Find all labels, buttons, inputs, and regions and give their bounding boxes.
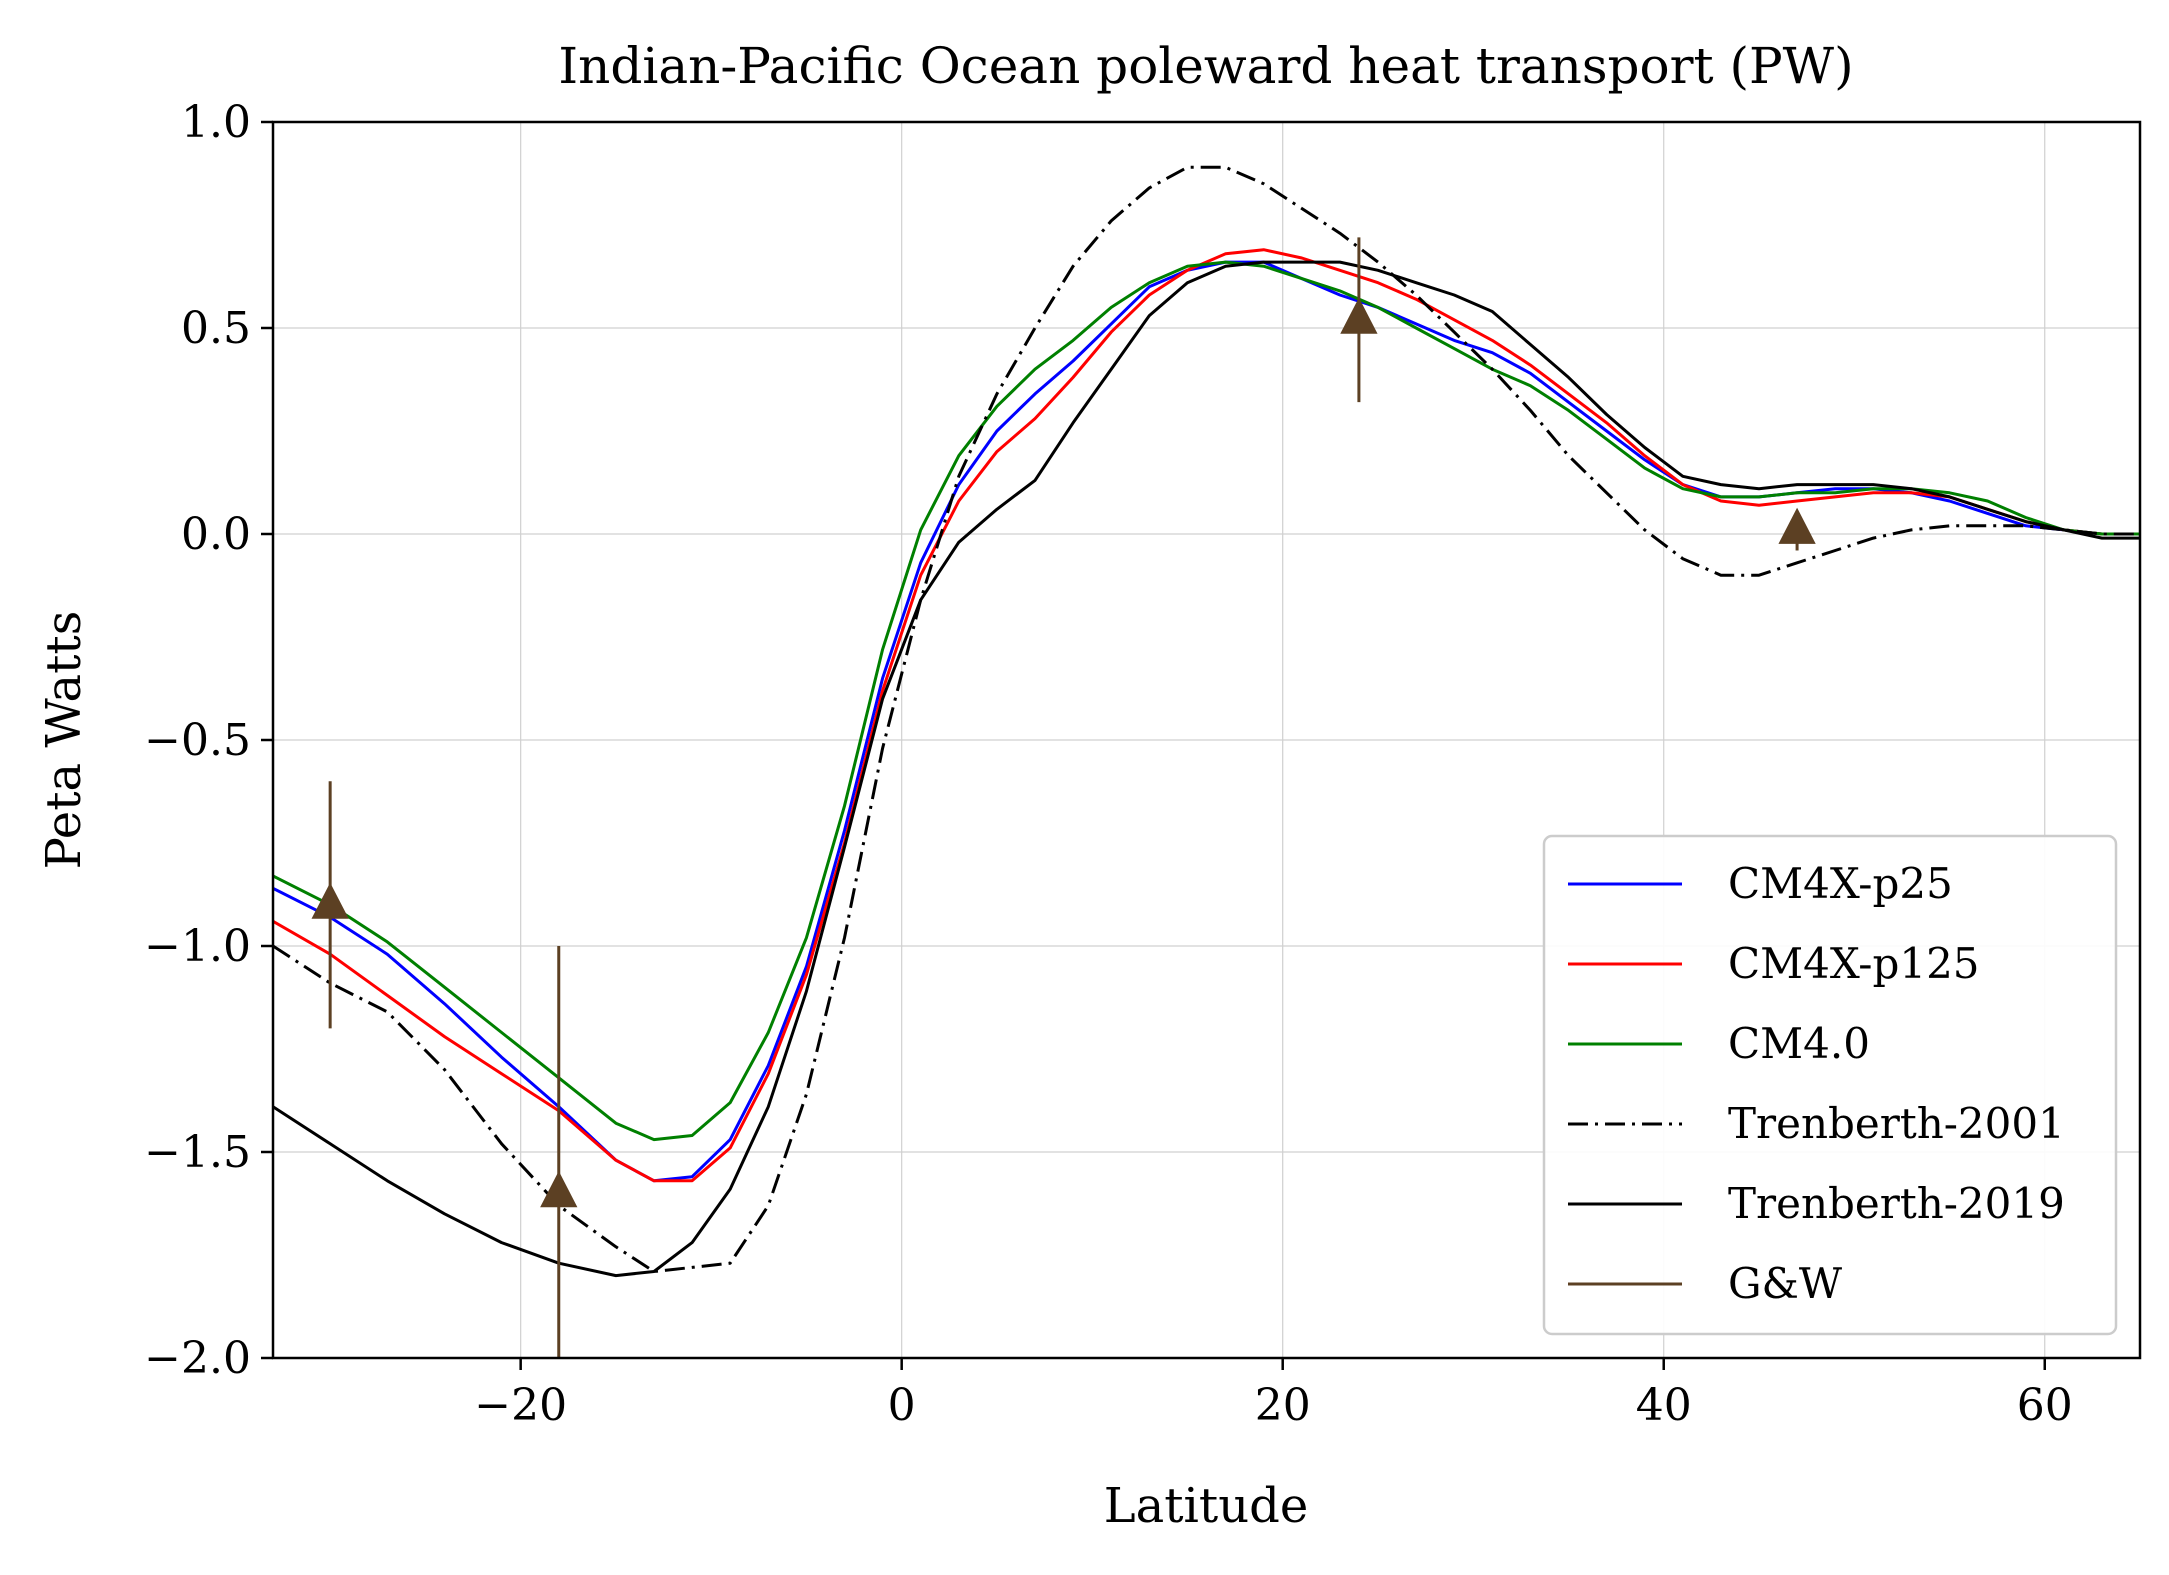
legend-box <box>1542 834 2118 1336</box>
legend-label-trenberth-2001: Trenberth-2001 <box>1728 1099 2065 1148</box>
observations-gw <box>311 237 1816 1358</box>
x-axis: −20 0 20 40 60 <box>474 1358 2073 1431</box>
x-axis-label: Latitude <box>1104 1478 1308 1534</box>
legend-label-trenberth-2019: Trenberth-2019 <box>1728 1179 2065 1228</box>
legend-label-cm4x-p125: CM4X-p125 <box>1728 939 1980 988</box>
x-tick-label: 20 <box>1255 1380 1311 1431</box>
y-tick-label: −1.0 <box>144 921 251 972</box>
x-tick-label: 60 <box>2017 1380 2073 1431</box>
x-tick-label: −20 <box>474 1380 567 1431</box>
gw-point-marker <box>540 1171 578 1208</box>
gw-point-marker <box>1340 297 1378 334</box>
legend-label-g-w: G&W <box>1728 1259 1843 1308</box>
x-tick-label: 40 <box>1636 1380 1692 1431</box>
gw-point-marker <box>1778 507 1816 544</box>
y-tick-label: −0.5 <box>144 715 251 766</box>
y-tick-label: 1.0 <box>181 97 251 148</box>
series-line-cm4-0 <box>273 260 2140 1142</box>
series-line-trenberth-2019 <box>273 260 2140 1278</box>
legend-label-cm4x-p25: CM4X-p25 <box>1728 859 1953 908</box>
legend: CM4X-p25 CM4X-p125 CM4.0 Trenberth-2001 Tren… <box>1542 834 2118 1336</box>
chart-title: Indian-Pacific Ocean poleward heat trans… <box>558 37 1853 95</box>
y-tick-label: −1.5 <box>144 1127 251 1178</box>
y-axis: 1.0 0.5 0.0 −0.5 −1.0 −1.5 −2.0 <box>144 97 273 1384</box>
series-line-cm4x-p125 <box>273 248 2140 1183</box>
gw-point-marker <box>311 882 349 919</box>
plot-area <box>273 165 2140 1278</box>
y-tick-label: −2.0 <box>144 1333 251 1384</box>
series-line-trenberth-2001 <box>273 165 2140 1273</box>
y-tick-label: 0.5 <box>181 303 251 354</box>
y-axis-label: Peta Watts <box>36 611 92 870</box>
y-tick-label: 0.0 <box>181 509 251 560</box>
x-tick-label: 0 <box>888 1380 916 1431</box>
legend-label-cm4-0: CM4.0 <box>1728 1019 1870 1068</box>
